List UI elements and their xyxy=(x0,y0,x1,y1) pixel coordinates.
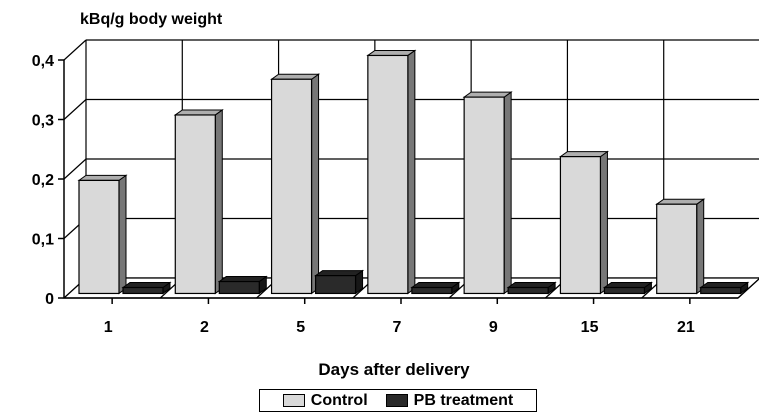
bar-pb-treatment xyxy=(411,286,453,295)
y-axis-ticks: 0 0,1 0,2 0,3 0,4 xyxy=(32,53,64,308)
bar-control-top xyxy=(366,49,417,56)
bar-pb-treatment-top xyxy=(699,282,750,289)
bar-pb-treatment-top xyxy=(410,282,461,289)
bar-pb-treatment xyxy=(122,286,164,295)
y-tick-label: 0,2 xyxy=(32,172,54,189)
bars xyxy=(77,49,750,295)
legend-label-control: Control xyxy=(310,391,368,409)
bar-control-top xyxy=(173,109,224,116)
y-tick-label: 0,1 xyxy=(32,232,54,249)
bar-pb-treatment-top xyxy=(121,282,172,289)
legend-swatch-control xyxy=(282,394,305,407)
x-axis-label: Days after delivery xyxy=(318,360,470,379)
x-axis-ticks: 1 2 5 7 9 15 21 xyxy=(104,298,695,336)
bar-pb-treatment-top xyxy=(602,282,653,289)
floor-divider xyxy=(737,278,759,299)
bar-control-side xyxy=(311,73,320,295)
bar-pb-treatment xyxy=(314,275,357,295)
legend-swatch-pb-treatment xyxy=(385,394,408,407)
bar-control xyxy=(174,114,216,295)
legend: Control PB treatment xyxy=(259,389,537,412)
depth-gridline xyxy=(63,158,87,180)
y-tick-label: 0,3 xyxy=(32,113,54,130)
x-tick-label: 7 xyxy=(393,319,402,336)
bar-pb-treatment-top xyxy=(314,270,365,277)
depth-gridline xyxy=(63,99,87,120)
y-tick-label: 0 xyxy=(45,291,54,308)
bar-pb-treatment xyxy=(507,286,549,295)
x-tick-label: 1 xyxy=(104,319,113,336)
x-tick-label: 5 xyxy=(296,319,305,336)
x-tick-label: 9 xyxy=(489,319,498,336)
bar-control-top xyxy=(655,198,706,205)
depth-gridline xyxy=(63,39,87,61)
bar-pb-treatment xyxy=(603,286,646,295)
legend-label-pb-treatment: PB treatment xyxy=(413,391,514,409)
y-tick-label: 0,4 xyxy=(32,53,54,70)
bar-control xyxy=(78,179,120,295)
bar-pb-treatment xyxy=(700,286,742,295)
bar-control-top xyxy=(77,174,128,181)
bar-control-side xyxy=(214,108,223,295)
bar-control-side xyxy=(118,174,127,295)
bar-control xyxy=(656,203,698,295)
bar-pb-treatment-top xyxy=(217,276,268,283)
bar-pb-treatment-top xyxy=(506,282,557,289)
bar-control xyxy=(559,156,602,295)
x-tick-label: 21 xyxy=(677,319,695,336)
bar-control xyxy=(367,54,409,295)
bar-control-side xyxy=(407,49,416,295)
bar-control xyxy=(270,78,313,295)
bar-control xyxy=(463,96,505,295)
bar-control-side xyxy=(503,91,512,295)
bar-control-side xyxy=(599,150,608,295)
legend-item-pb-treatment: PB treatment xyxy=(385,391,514,410)
legend-item-control: Control xyxy=(282,391,368,410)
bar-control-top xyxy=(462,91,513,98)
bar-pb-treatment xyxy=(218,280,260,295)
x-tick-label: 15 xyxy=(581,319,599,336)
y-axis-label: kBq/g body weight xyxy=(80,11,223,28)
bar-control-top xyxy=(270,73,321,80)
x-tick-label: 2 xyxy=(200,319,209,336)
bar-control-side xyxy=(696,198,705,295)
bar-control-top xyxy=(558,151,609,158)
